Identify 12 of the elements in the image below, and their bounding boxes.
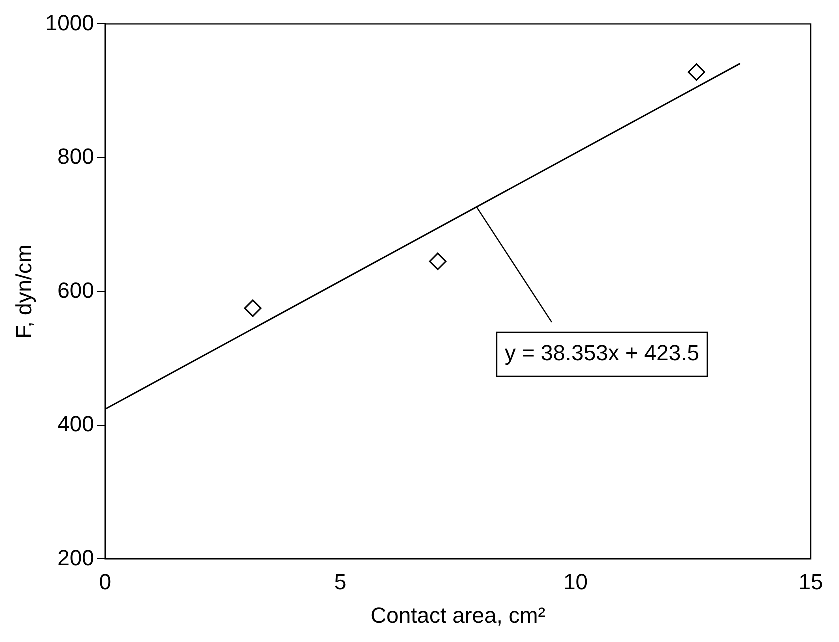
y-tick-label: 1000 (45, 10, 94, 36)
x-axis-title: Contact area, cm² (370, 602, 546, 628)
y-tick-label: 600 (58, 278, 94, 303)
x-tick-label: 0 (99, 569, 112, 594)
x-tick-label: 10 (564, 569, 588, 594)
annotation: y = 38.353x + 423.5 (504, 340, 700, 366)
y-tick-label: 400 (58, 412, 94, 437)
x-tick-label: 15 (798, 569, 824, 594)
y-axis-title: F, dyn/cm (11, 244, 36, 339)
y-tick-label: 800 (58, 144, 94, 170)
y-tick-label: 200 (58, 545, 94, 570)
x-tick-label: 5 (334, 569, 347, 594)
